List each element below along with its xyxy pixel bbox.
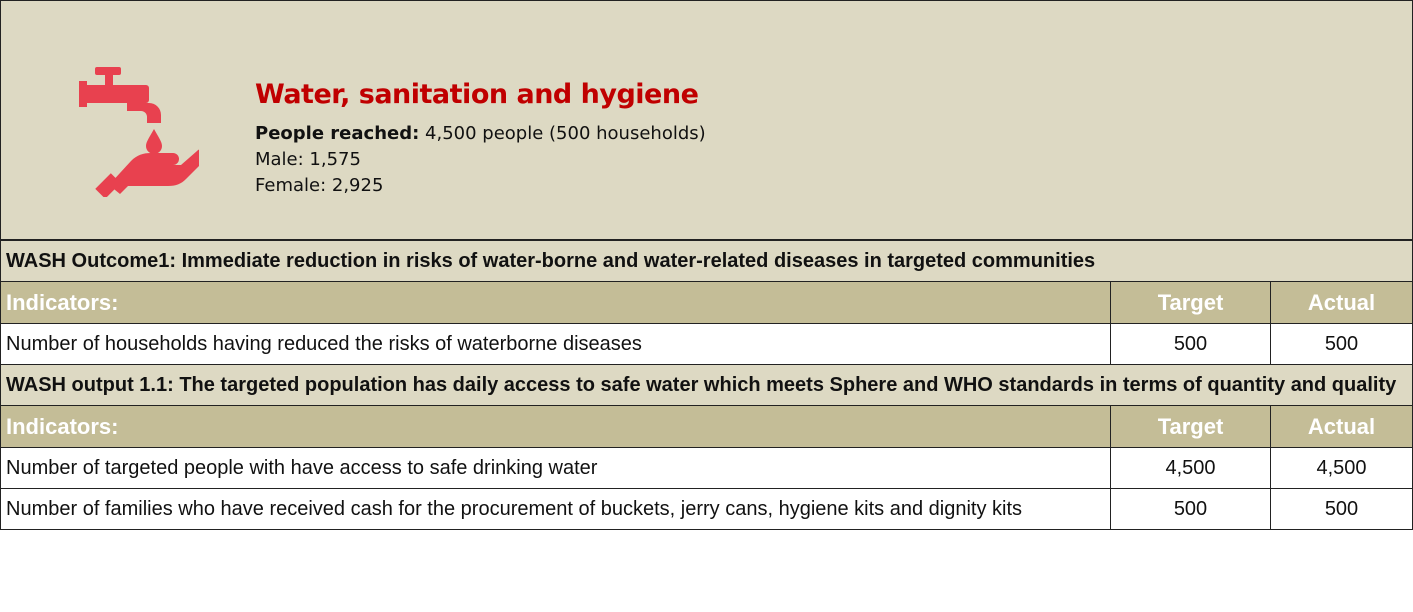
indicator-name: Number of targeted people with have acce… (0, 447, 1111, 489)
indicator-row: Number of families who have received cas… (0, 488, 1413, 530)
heading-row: WASH output 1.1: The targeted population… (0, 364, 1413, 406)
indicator-value: 500 (1110, 488, 1271, 530)
indicator-value: 500 (1269, 323, 1413, 365)
column-header: Indicators: (0, 405, 1111, 448)
column-header: Indicators: (0, 281, 1111, 324)
column-header-row: Indicators: Target Actual (0, 405, 1413, 448)
indicator-table: WASH Outcome1: Immediate reduction in ri… (0, 240, 1413, 530)
section-heading: WASH Outcome1: Immediate reduction in ri… (0, 240, 1413, 282)
column-header-row: Indicators: Target Actual (0, 281, 1413, 324)
label: People reached: (255, 123, 420, 144)
indicator-value: 4,500 (1110, 447, 1271, 489)
column-header: Actual (1269, 405, 1413, 448)
people-reached: People reached: 4,500 people (500 househ… (255, 123, 706, 144)
indicator-row: Number of targeted people with have acce… (0, 447, 1413, 489)
wash-icon (79, 67, 199, 197)
female-count: Female: 2,925 (255, 175, 384, 196)
sector-header: Water, sanitation and hygiene People rea… (0, 0, 1413, 240)
value: 4,500 people (500 households) (425, 123, 706, 144)
indicator-value: 500 (1269, 488, 1413, 530)
sector-title: Water, sanitation and hygiene (255, 79, 699, 110)
indicator-row: Number of households having reduced the … (0, 323, 1413, 365)
indicator-value: 4,500 (1269, 447, 1413, 489)
column-header: Actual (1269, 281, 1413, 324)
indicator-value: 500 (1110, 323, 1271, 365)
indicator-name: Number of households having reduced the … (0, 323, 1111, 365)
indicator-name: Number of families who have received cas… (0, 488, 1111, 530)
column-header: Target (1110, 405, 1271, 448)
heading-row: WASH Outcome1: Immediate reduction in ri… (0, 240, 1413, 282)
male-count: Male: 1,575 (255, 149, 361, 170)
section-heading: WASH output 1.1: The targeted population… (0, 364, 1413, 406)
column-header: Target (1110, 281, 1271, 324)
